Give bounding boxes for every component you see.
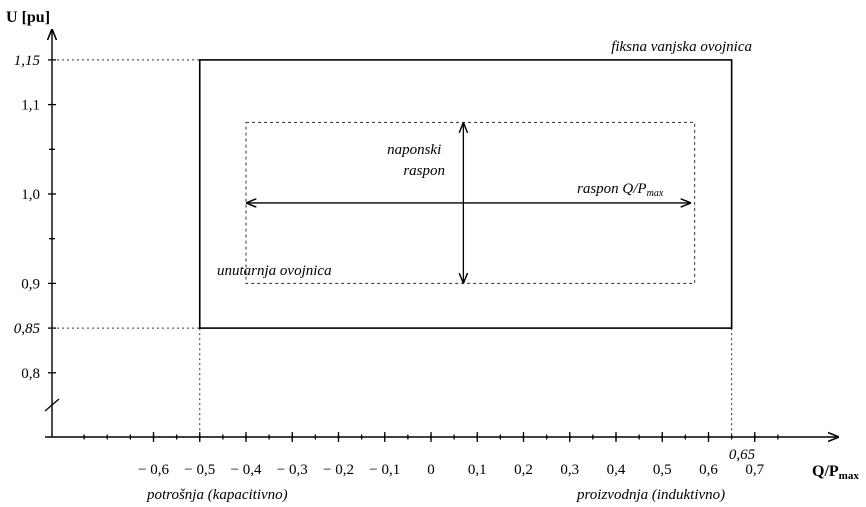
x-tick-label: 0,2 <box>514 462 533 478</box>
x-ticks: − 0,6 − 0,5 − 0,4 − 0,3 − 0,2 − 0,1 0 0,1 0,2 0,3… <box>83 432 779 478</box>
outer-envelope <box>198 59 733 329</box>
y-tick-label: 0,8 <box>21 366 40 382</box>
x-tick-label: − 0,3 <box>277 462 308 478</box>
outer-envelope-label: fiksna vanjska ovojnica <box>611 39 752 55</box>
x-tick-label: 0,7 <box>745 462 764 478</box>
y-tick-label: 1,15 <box>14 53 41 69</box>
x-tick-label: − 0,5 <box>184 462 215 478</box>
x-tick-label: − 0,2 <box>323 462 354 478</box>
x-tick-label: − 0,4 <box>231 462 262 478</box>
y-ticks: 1,15 1,1 1,0 0,9 0,85 0,8 <box>14 53 56 382</box>
x-tick-label: 0,5 <box>653 462 672 478</box>
x-tick-label: 0,4 <box>607 462 626 478</box>
inner-envelope <box>245 121 696 284</box>
inner-envelope-label: unutarnja ovojnica <box>217 263 332 279</box>
voltage-range-label: naponski raspon <box>387 142 445 179</box>
region-label-right: proizvodnja (induktivno) <box>576 487 725 503</box>
y-tick-label: 0,9 <box>21 276 40 292</box>
region-label-left: potrošnja (kapacitivno) <box>146 487 288 503</box>
x-tick-label: − 0,1 <box>369 462 400 478</box>
y-axis-title: U [pu] <box>6 9 50 26</box>
y-tick-label: 0,85 <box>14 321 41 337</box>
q-range-label: raspon Q/Pmax <box>577 181 664 199</box>
x-axis-title: Q/Pmax <box>812 463 859 482</box>
x-tick-label: 0,1 <box>468 462 487 478</box>
x-tick-label: 0,6 <box>699 462 718 478</box>
x-marker-label: 0,65 <box>729 447 756 463</box>
x-tick-label: 0,3 <box>560 462 579 478</box>
x-tick-label: − 0,6 <box>138 462 169 478</box>
y-minor-ticks <box>49 148 55 240</box>
guide-lines <box>52 59 733 437</box>
x-tick-label: 0 <box>427 462 435 478</box>
y-axis-break-mark <box>44 398 60 412</box>
y-tick-label: 1,1 <box>21 98 40 114</box>
y-tick-label: 1,0 <box>21 187 40 203</box>
